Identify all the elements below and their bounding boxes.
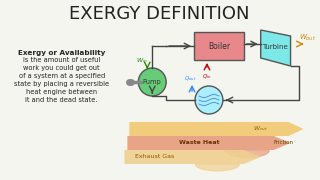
Text: $Q_{in}$: $Q_{in}$ <box>202 72 212 81</box>
Polygon shape <box>261 30 291 66</box>
Text: Pump: Pump <box>143 79 162 85</box>
Text: Turbine: Turbine <box>262 44 287 50</box>
Text: Exergy or Availability: Exergy or Availability <box>18 50 105 56</box>
Text: is the amount of useful
work you could get out
of a system at a specified
state : is the amount of useful work you could g… <box>14 57 109 103</box>
Text: $Q_{out}$: $Q_{out}$ <box>184 74 196 83</box>
Polygon shape <box>124 150 261 164</box>
Text: $W_{out}$: $W_{out}$ <box>253 125 269 133</box>
Text: Boiler: Boiler <box>208 42 230 51</box>
Circle shape <box>138 68 166 96</box>
Text: Waste Heat: Waste Heat <box>179 141 219 145</box>
Text: $W_{in}$: $W_{in}$ <box>136 56 148 65</box>
FancyBboxPatch shape <box>194 32 244 60</box>
Polygon shape <box>129 122 303 136</box>
Polygon shape <box>127 136 291 150</box>
Text: $W_{out}$: $W_{out}$ <box>299 33 316 43</box>
Text: Exhaust Gas: Exhaust Gas <box>135 154 174 159</box>
Circle shape <box>195 86 223 114</box>
Text: EXERGY DEFINITION: EXERGY DEFINITION <box>69 5 250 23</box>
Text: Friction: Friction <box>274 141 294 145</box>
